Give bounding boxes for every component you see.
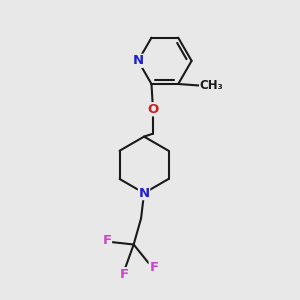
Text: F: F: [102, 234, 112, 247]
Text: O: O: [147, 103, 159, 116]
Text: F: F: [119, 268, 128, 281]
Text: CH₃: CH₃: [200, 79, 224, 92]
Text: F: F: [149, 261, 158, 274]
Text: N: N: [133, 54, 144, 67]
Text: N: N: [139, 187, 150, 200]
